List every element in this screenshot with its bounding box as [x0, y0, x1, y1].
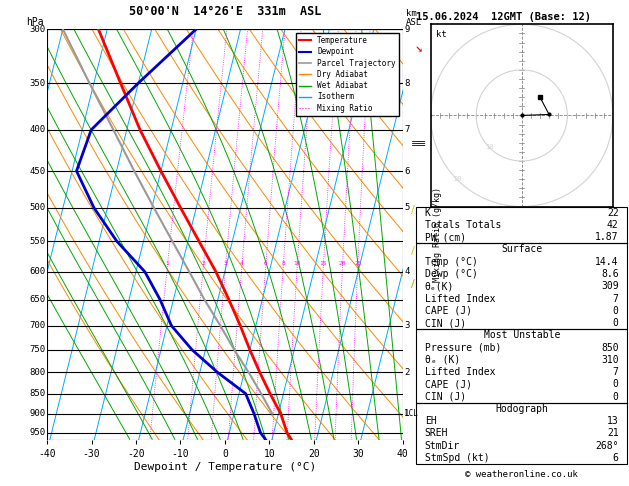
Text: 15: 15	[320, 261, 327, 266]
Text: →: →	[411, 41, 425, 56]
Text: 15.06.2024  12GMT (Base: 12): 15.06.2024 12GMT (Base: 12)	[416, 12, 591, 22]
Text: 6: 6	[264, 261, 267, 266]
Text: LCL: LCL	[404, 409, 418, 418]
Text: Mixing Ratio (g/kg): Mixing Ratio (g/kg)	[433, 187, 442, 282]
Text: 6: 6	[613, 453, 619, 463]
Text: © weatheronline.co.uk: © weatheronline.co.uk	[465, 469, 578, 479]
Text: Lifted Index: Lifted Index	[425, 367, 495, 377]
Text: ≡: ≡	[417, 139, 426, 149]
Text: θₑ(K): θₑ(K)	[425, 281, 454, 291]
Text: 7: 7	[613, 294, 619, 304]
Text: /: /	[411, 205, 415, 215]
Text: 400: 400	[30, 125, 45, 134]
Text: 20: 20	[454, 176, 462, 182]
Text: 550: 550	[30, 237, 45, 246]
Text: Pressure (mb): Pressure (mb)	[425, 343, 501, 353]
Text: θₑ (K): θₑ (K)	[425, 355, 460, 365]
Text: 2: 2	[201, 261, 205, 266]
Text: 42: 42	[607, 220, 619, 230]
Text: kt: kt	[436, 30, 447, 39]
Text: 850: 850	[30, 389, 45, 398]
Text: 0: 0	[613, 392, 619, 401]
Text: 950: 950	[30, 428, 45, 437]
Text: 309: 309	[601, 281, 619, 291]
Text: 3: 3	[224, 261, 228, 266]
Text: 310: 310	[601, 355, 619, 365]
Text: 50°00'N  14°26'E  331m  ASL: 50°00'N 14°26'E 331m ASL	[129, 5, 321, 18]
Text: /: /	[411, 246, 415, 256]
Text: 650: 650	[30, 295, 45, 304]
Text: 9: 9	[404, 25, 409, 34]
Text: 10: 10	[486, 144, 494, 150]
Text: 7: 7	[613, 367, 619, 377]
Text: Totals Totals: Totals Totals	[425, 220, 501, 230]
Text: 0: 0	[613, 380, 619, 389]
Text: km
ASL: km ASL	[406, 9, 422, 27]
Text: CIN (J): CIN (J)	[425, 392, 466, 401]
Text: StmDir: StmDir	[425, 441, 460, 451]
Legend: Temperature, Dewpoint, Parcel Trajectory, Dry Adiabat, Wet Adiabat, Isotherm, Mi: Temperature, Dewpoint, Parcel Trajectory…	[296, 33, 399, 116]
Text: K: K	[425, 208, 431, 218]
Text: 8: 8	[281, 261, 285, 266]
Text: Dewp (°C): Dewp (°C)	[425, 269, 477, 279]
Text: SREH: SREH	[425, 429, 448, 438]
Text: 750: 750	[30, 346, 45, 354]
Text: 700: 700	[30, 321, 45, 330]
Text: 268°: 268°	[595, 441, 619, 451]
Text: ≡: ≡	[411, 139, 420, 149]
Text: Surface: Surface	[501, 244, 542, 255]
Text: 300: 300	[30, 25, 45, 34]
Text: CAPE (J): CAPE (J)	[425, 380, 472, 389]
Text: 4: 4	[404, 267, 409, 276]
Text: 14.4: 14.4	[595, 257, 619, 267]
Text: 1: 1	[404, 409, 409, 418]
Text: 2: 2	[404, 368, 409, 377]
Text: 350: 350	[30, 79, 45, 87]
Text: 0: 0	[613, 318, 619, 328]
Text: 5: 5	[404, 204, 409, 212]
Text: 25: 25	[354, 261, 362, 266]
Text: 10: 10	[294, 261, 301, 266]
Text: 20: 20	[339, 261, 347, 266]
Text: 0: 0	[613, 306, 619, 316]
Text: 450: 450	[30, 167, 45, 175]
Text: 3: 3	[404, 321, 409, 330]
Text: 900: 900	[30, 409, 45, 418]
Text: Most Unstable: Most Unstable	[484, 330, 560, 340]
Text: Hodograph: Hodograph	[495, 404, 548, 414]
Text: PW (cm): PW (cm)	[425, 232, 466, 242]
Text: 500: 500	[30, 204, 45, 212]
Text: EH: EH	[425, 416, 437, 426]
Text: CAPE (J): CAPE (J)	[425, 306, 472, 316]
Text: 800: 800	[30, 368, 45, 377]
Text: Temp (°C): Temp (°C)	[425, 257, 477, 267]
Text: 600: 600	[30, 267, 45, 276]
Text: Lifted Index: Lifted Index	[425, 294, 495, 304]
Text: 8.6: 8.6	[601, 269, 619, 279]
Text: CIN (J): CIN (J)	[425, 318, 466, 328]
Text: 21: 21	[607, 429, 619, 438]
Text: 22: 22	[607, 208, 619, 218]
Text: 1: 1	[165, 261, 169, 266]
Text: StmSpd (kt): StmSpd (kt)	[425, 453, 489, 463]
X-axis label: Dewpoint / Temperature (°C): Dewpoint / Temperature (°C)	[134, 462, 316, 471]
Text: 1.87: 1.87	[595, 232, 619, 242]
Text: 6: 6	[404, 167, 409, 175]
Text: hPa: hPa	[26, 17, 44, 27]
Text: 13: 13	[607, 416, 619, 426]
Text: 4: 4	[240, 261, 244, 266]
Text: 850: 850	[601, 343, 619, 353]
Text: 7: 7	[404, 125, 409, 134]
Text: 8: 8	[404, 79, 409, 87]
Text: /: /	[411, 279, 415, 289]
